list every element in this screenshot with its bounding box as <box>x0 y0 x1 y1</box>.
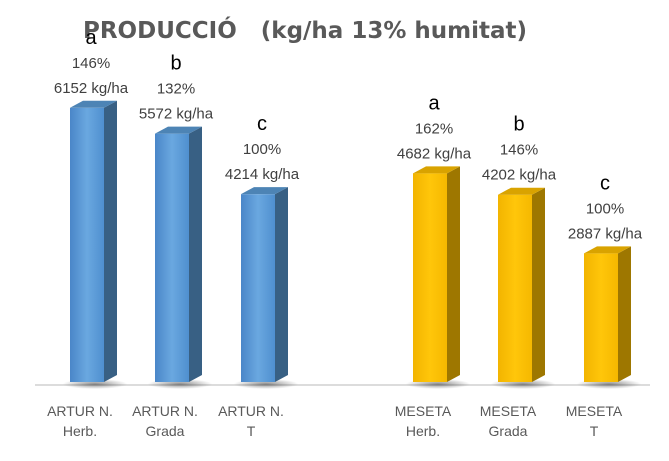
significance-letter: b <box>513 114 524 136</box>
value-label: 4682 kg/ha <box>397 145 472 162</box>
category-label: ARTUR N. <box>47 403 113 419</box>
bar <box>498 194 532 382</box>
bar <box>584 253 618 382</box>
bars-layer: 6152 kg/ha 146% a ARTUR N. Herb. 5572 kg/ha 13… <box>35 27 650 439</box>
significance-letter: c <box>257 113 267 135</box>
bar-side <box>618 246 631 382</box>
category-label: ARTUR N. <box>132 403 198 419</box>
value-label: 5572 kg/ha <box>139 106 214 123</box>
category-label: MESETA <box>480 403 537 419</box>
category-label: Herb. <box>406 423 440 439</box>
percent-label: 146% <box>500 142 538 159</box>
category-label: T <box>247 423 256 439</box>
bar <box>155 133 189 382</box>
chart-title: PRODUCCIÓ (kg/ha 13% humitat) <box>83 16 527 44</box>
bar-top <box>155 126 202 134</box>
bar-side <box>275 187 288 382</box>
category-label: Grada <box>146 423 185 439</box>
bar <box>241 194 275 382</box>
category-label: ARTUR N. <box>218 403 284 419</box>
value-label: 4202 kg/ha <box>482 167 557 184</box>
significance-letter: b <box>170 53 181 75</box>
category-label: T <box>590 423 599 439</box>
category-label: MESETA <box>395 403 452 419</box>
bar-top <box>241 187 288 195</box>
significance-letter: c <box>600 172 610 194</box>
percent-label: 132% <box>157 81 195 98</box>
bar-side <box>189 126 202 382</box>
value-label: 4214 kg/ha <box>225 166 300 183</box>
bar-side <box>447 166 460 382</box>
category-label: Grada <box>489 423 528 439</box>
bar <box>413 173 447 382</box>
percent-label: 100% <box>586 200 624 217</box>
percent-label: 162% <box>415 120 453 137</box>
percent-label: 146% <box>72 55 110 72</box>
value-label: 2887 kg/ha <box>568 225 643 242</box>
bar-top <box>584 246 631 254</box>
bar-top <box>70 100 117 108</box>
significance-letter: a <box>85 27 97 49</box>
bar-top <box>498 187 545 195</box>
bar-side <box>532 187 545 382</box>
bar-top <box>413 166 460 174</box>
category-label: Herb. <box>63 423 97 439</box>
bar-side <box>104 100 117 382</box>
percent-label: 100% <box>243 141 281 158</box>
bar <box>70 107 104 382</box>
significance-letter: a <box>428 92 440 114</box>
value-label: 6152 kg/ha <box>54 80 129 97</box>
category-label: MESETA <box>566 403 623 419</box>
